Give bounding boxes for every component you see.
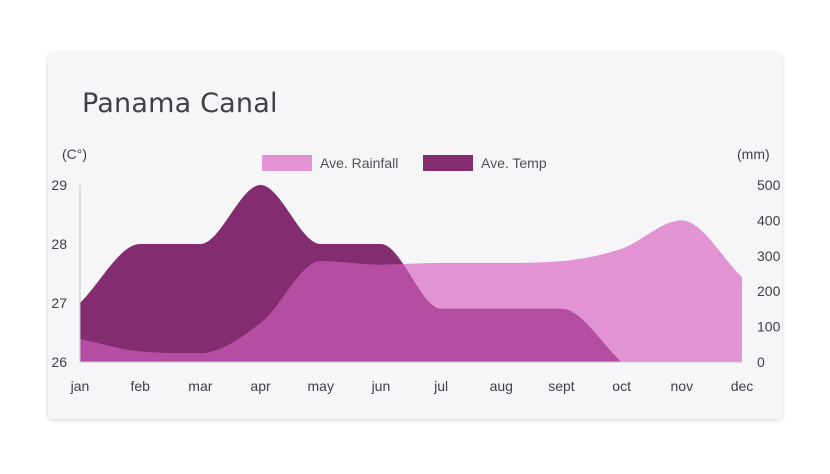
x-tick-label: sept [548, 378, 575, 394]
chart-title: Panama Canal [82, 88, 278, 119]
right-tick-label: 200 [757, 283, 781, 299]
right-tick-label: 300 [757, 248, 781, 264]
x-tick-label: oct [612, 378, 631, 394]
x-tick-label: mar [188, 378, 212, 394]
legend-swatch [423, 155, 473, 171]
x-tick-label: aug [490, 378, 513, 394]
left-tick-label: 29 [51, 177, 67, 193]
x-tick-label: nov [671, 378, 694, 394]
legend-swatch [262, 155, 312, 171]
right-tick-label: 100 [757, 319, 781, 335]
legend-label: Ave. Rainfall [320, 155, 398, 171]
right-tick-label: 0 [757, 354, 765, 370]
overlap-area [80, 220, 622, 362]
x-tick-label: jun [371, 378, 391, 394]
right-tick-label: 500 [757, 177, 781, 193]
x-tick-label: may [308, 378, 334, 394]
left-tick-label: 27 [51, 295, 67, 311]
left-axis-unit: (C°) [62, 146, 87, 162]
left-tick-label: 26 [51, 354, 67, 370]
right-axis-unit: (mm) [737, 146, 770, 162]
right-tick-label: 400 [757, 212, 781, 228]
x-tick-label: apr [250, 378, 271, 394]
x-tick-label: dec [731, 378, 754, 394]
x-tick-label: jul [433, 378, 448, 394]
x-tick-label: jan [70, 378, 90, 394]
left-tick-label: 28 [51, 236, 67, 252]
x-tick-label: feb [130, 378, 150, 394]
legend-label: Ave. Temp [481, 155, 547, 171]
